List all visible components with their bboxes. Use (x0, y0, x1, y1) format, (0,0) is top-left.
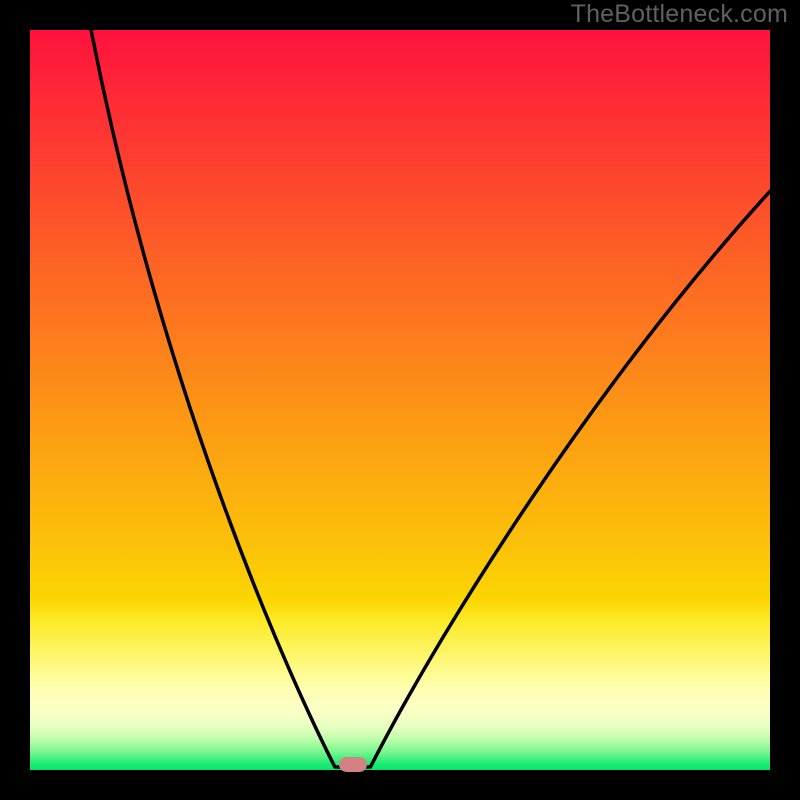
plot-area (30, 30, 770, 770)
gradient-background (30, 30, 770, 770)
notch-marker (339, 757, 367, 772)
chart-svg (30, 30, 770, 770)
watermark-text: TheBottleneck.com (571, 0, 788, 29)
outer-frame: TheBottleneck.com (0, 0, 800, 800)
